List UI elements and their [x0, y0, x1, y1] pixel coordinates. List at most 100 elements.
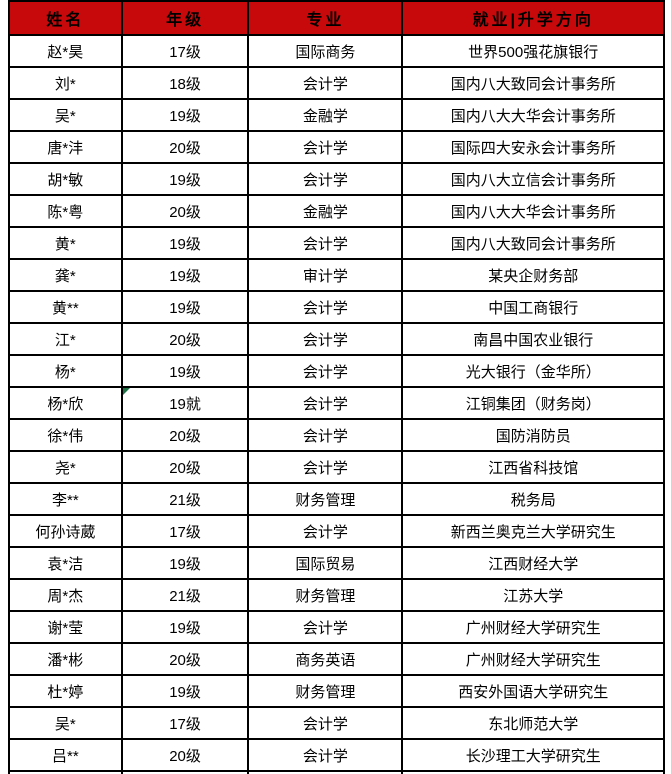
- cell-destination[interactable]: 国防消防员: [401, 418, 665, 452]
- cell-destination[interactable]: 国内八大大华会计事务所: [401, 194, 665, 228]
- cell-name[interactable]: 吕**: [8, 738, 123, 772]
- cell-major[interactable]: 会计学: [247, 354, 404, 388]
- cell-name[interactable]: 赵*昊: [8, 34, 123, 68]
- cell-destination[interactable]: 新西兰奥克兰大学研究生: [401, 514, 665, 548]
- cell-empty[interactable]: [120, 770, 250, 774]
- cell-grade[interactable]: 19级: [120, 354, 250, 388]
- cell-name[interactable]: 尧*: [8, 450, 123, 484]
- cell-major[interactable]: 会计学: [247, 610, 404, 644]
- cell-destination[interactable]: 国内八大大华会计事务所: [401, 98, 665, 132]
- cell-name[interactable]: 李**: [8, 482, 123, 516]
- cell-name[interactable]: 杜*婷: [8, 674, 123, 708]
- cell-destination[interactable]: 中国工商银行: [401, 290, 665, 324]
- cell-major[interactable]: 会计学: [247, 162, 404, 196]
- cell-major[interactable]: 会计学: [247, 226, 404, 260]
- cell-major[interactable]: 国际贸易: [247, 546, 404, 580]
- cell-destination[interactable]: 广州财经大学研究生: [401, 610, 665, 644]
- cell-destination[interactable]: 国际四大安永会计事务所: [401, 130, 665, 164]
- cell-grade[interactable]: 19级: [120, 258, 250, 292]
- cell-destination[interactable]: 世界500强花旗银行: [401, 34, 665, 68]
- cell-major[interactable]: 会计学: [247, 450, 404, 484]
- cell-name[interactable]: 黄*: [8, 226, 123, 260]
- column-header-destination[interactable]: 就业|升学方向: [401, 0, 665, 36]
- cell-name[interactable]: 胡*敏: [8, 162, 123, 196]
- cell-major[interactable]: 金融学: [247, 194, 404, 228]
- cell-major[interactable]: 会计学: [247, 66, 404, 100]
- cell-destination[interactable]: 南昌中国农业银行: [401, 322, 665, 356]
- cell-major[interactable]: 会计学: [247, 418, 404, 452]
- cell-name[interactable]: 吴*: [8, 706, 123, 740]
- cell-major[interactable]: 会计学: [247, 514, 404, 548]
- column-header-name[interactable]: 姓名: [8, 0, 123, 36]
- cell-grade[interactable]: 19就: [120, 386, 250, 420]
- cell-destination[interactable]: 江铜集团（财务岗）: [401, 386, 665, 420]
- cell-grade[interactable]: 19级: [120, 546, 250, 580]
- cell-grade[interactable]: 18级: [120, 66, 250, 100]
- cell-grade[interactable]: 19级: [120, 610, 250, 644]
- cell-major[interactable]: 会计学: [247, 706, 404, 740]
- cell-major[interactable]: 会计学: [247, 386, 404, 420]
- cell-name[interactable]: 吴*: [8, 98, 123, 132]
- cell-name[interactable]: 徐*伟: [8, 418, 123, 452]
- cell-destination[interactable]: 江苏大学: [401, 578, 665, 612]
- cell-major[interactable]: 会计学: [247, 290, 404, 324]
- cell-destination[interactable]: 广州财经大学研究生: [401, 642, 665, 676]
- cell-destination[interactable]: 东北师范大学: [401, 706, 665, 740]
- cell-destination[interactable]: 国内八大致同会计事务所: [401, 226, 665, 260]
- cell-destination[interactable]: 某央企财务部: [401, 258, 665, 292]
- cell-grade[interactable]: 20级: [120, 738, 250, 772]
- cell-name[interactable]: 袁*洁: [8, 546, 123, 580]
- cell-grade[interactable]: 20级: [120, 194, 250, 228]
- cell-destination[interactable]: 江西省科技馆: [401, 450, 665, 484]
- cell-grade[interactable]: 21级: [120, 482, 250, 516]
- cell-name[interactable]: 陈*粤: [8, 194, 123, 228]
- cell-name[interactable]: 黄**: [8, 290, 123, 324]
- cell-grade[interactable]: 17级: [120, 34, 250, 68]
- cell-grade[interactable]: 19级: [120, 674, 250, 708]
- cell-destination[interactable]: 光大银行（金华所）: [401, 354, 665, 388]
- cell-grade[interactable]: 19级: [120, 98, 250, 132]
- cell-major[interactable]: 审计学: [247, 258, 404, 292]
- cell-grade[interactable]: 20级: [120, 130, 250, 164]
- cell-grade[interactable]: 20级: [120, 642, 250, 676]
- cell-grade[interactable]: 19级: [120, 162, 250, 196]
- cell-name[interactable]: 江*: [8, 322, 123, 356]
- cell-grade[interactable]: 19级: [120, 290, 250, 324]
- cell-name[interactable]: 杨*: [8, 354, 123, 388]
- cell-major[interactable]: 财务管理: [247, 674, 404, 708]
- cell-destination[interactable]: 国内八大立信会计事务所: [401, 162, 665, 196]
- cell-name[interactable]: 杨*欣: [8, 386, 123, 420]
- cell-empty[interactable]: [401, 770, 665, 774]
- cell-major[interactable]: 财务管理: [247, 578, 404, 612]
- cell-major[interactable]: 财务管理: [247, 482, 404, 516]
- cell-name[interactable]: 唐*沣: [8, 130, 123, 164]
- column-header-major[interactable]: 专业: [247, 0, 404, 36]
- cell-grade[interactable]: 20级: [120, 322, 250, 356]
- cell-grade[interactable]: 21级: [120, 578, 250, 612]
- cell-empty[interactable]: [247, 770, 404, 774]
- cell-name[interactable]: 周*杰: [8, 578, 123, 612]
- cell-name[interactable]: 刘*: [8, 66, 123, 100]
- cell-grade[interactable]: 20级: [120, 450, 250, 484]
- cell-grade[interactable]: 19级: [120, 226, 250, 260]
- cell-destination[interactable]: 国内八大致同会计事务所: [401, 66, 665, 100]
- cell-destination[interactable]: 长沙理工大学研究生: [401, 738, 665, 772]
- cell-grade[interactable]: 20级: [120, 418, 250, 452]
- column-header-grade[interactable]: 年级: [120, 0, 250, 36]
- cell-name[interactable]: 谢*莹: [8, 610, 123, 644]
- cell-major[interactable]: 会计学: [247, 130, 404, 164]
- cell-destination[interactable]: 税务局: [401, 482, 665, 516]
- cell-major[interactable]: 商务英语: [247, 642, 404, 676]
- cell-name[interactable]: 龚*: [8, 258, 123, 292]
- cell-major[interactable]: 会计学: [247, 322, 404, 356]
- cell-destination[interactable]: 西安外国语大学研究生: [401, 674, 665, 708]
- cell-major[interactable]: 国际商务: [247, 34, 404, 68]
- cell-destination[interactable]: 江西财经大学: [401, 546, 665, 580]
- cell-grade[interactable]: 17级: [120, 514, 250, 548]
- cell-major[interactable]: 金融学: [247, 98, 404, 132]
- cell-name[interactable]: 何孙诗葳: [8, 514, 123, 548]
- cell-major[interactable]: 会计学: [247, 738, 404, 772]
- cell-name[interactable]: 潘*彬: [8, 642, 123, 676]
- cell-empty[interactable]: [8, 770, 123, 774]
- cell-grade[interactable]: 17级: [120, 706, 250, 740]
